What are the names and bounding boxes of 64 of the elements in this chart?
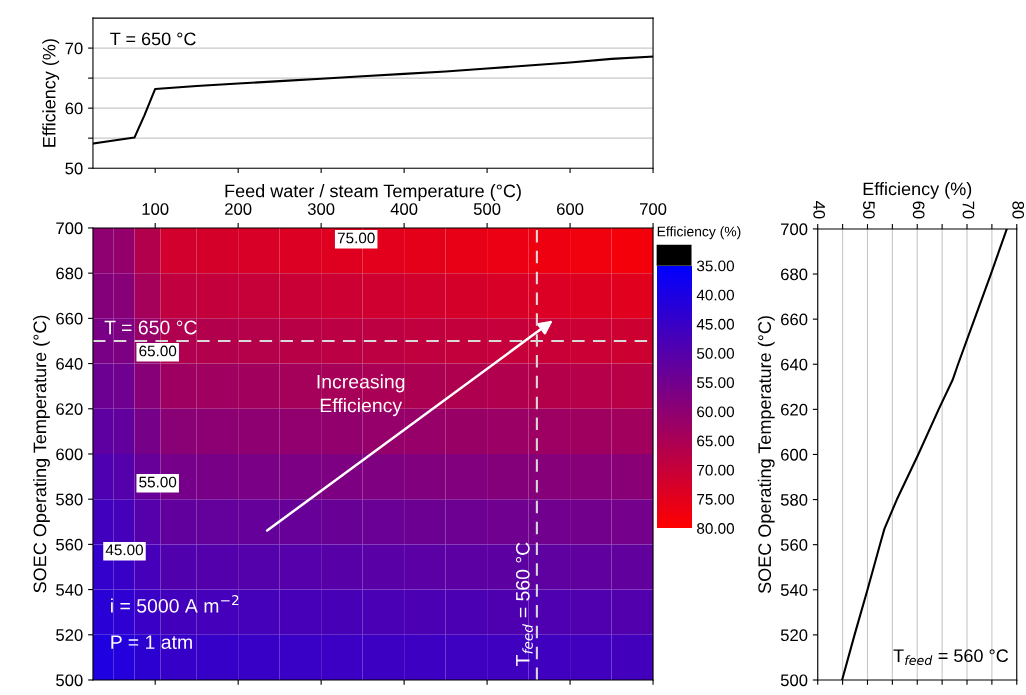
x-tick-label: 600 (557, 203, 584, 215)
color-bar-label: 60.00 (697, 406, 735, 418)
color-bar-label: 50.00 (697, 348, 735, 359)
x-tick-label: 300 (307, 203, 335, 215)
x-axis-title: Efficiency (%) (863, 182, 972, 199)
y-tick-label: 700 (56, 222, 83, 235)
x-tick-label: 40 (813, 201, 826, 219)
y-tick-label: 620 (781, 403, 808, 416)
color-bar-label: 75.00 (697, 493, 735, 505)
y-tick-label: 580 (56, 493, 83, 506)
y-tick-label: 600 (56, 448, 83, 461)
ref-line-label: T$_{feed}$ = 560 °C (515, 542, 533, 666)
y-tick-label: 500 (56, 674, 83, 687)
annotation: 75.00 (337, 232, 375, 244)
annotation: T = 650 °C (110, 32, 196, 46)
y-tick-label: 540 (780, 584, 808, 596)
y-tick-label: 600 (781, 448, 808, 461)
x-tick-label: 500 (473, 203, 501, 215)
y-tick-label: 560 (56, 538, 83, 551)
y-axis-title: Efficiency (%) (42, 39, 60, 147)
color-bar-label: 40.00 (696, 289, 735, 301)
y-tick-label: 500 (780, 674, 808, 687)
color-bar-title: Efficiency (%) (657, 226, 741, 240)
annotation: T$_{feed}$ = 560 °C (893, 649, 1009, 666)
x-tick-label: 200 (225, 203, 252, 215)
color-bar-label: 45.00 (696, 318, 735, 330)
y-tick-label: 660 (781, 313, 808, 326)
y-tick-label: 520 (56, 629, 83, 641)
x-tick-label: 700 (640, 203, 667, 215)
color-bar-label: 65.00 (697, 435, 735, 447)
ref-line-label: T = 650 °C (104, 320, 197, 335)
x-tick-label: 50 (863, 201, 875, 219)
y-tick-label: 660 (56, 312, 83, 325)
x-tick-label: 70 (962, 201, 975, 219)
x-tick-label: 400 (390, 203, 418, 215)
annotation: P = 1 atm (111, 635, 192, 650)
color-bar-label: 35.00 (696, 260, 735, 272)
x-axis-title: Feed water / steam Temperature (°C) (225, 184, 521, 201)
x-tick-label: 60 (912, 201, 925, 219)
y-tick-label: 680 (56, 267, 83, 280)
annotation: Increasing Efficiency (317, 374, 405, 417)
y-tick-label: 540 (56, 583, 83, 596)
y-tick-label: 70 (65, 42, 83, 55)
y-tick-label: 640 (56, 357, 83, 370)
y-tick-label: 560 (780, 539, 808, 551)
y-axis-title: SOEC Operating Temperature (°C) (757, 316, 775, 594)
y-tick-label: 620 (56, 403, 83, 415)
color-bar-label: 80.00 (697, 523, 735, 534)
y-tick-label: 520 (780, 629, 808, 642)
color-bar-label: 70.00 (697, 464, 735, 476)
y-tick-label: 60 (65, 102, 83, 115)
x-tick-label: 100 (142, 203, 169, 215)
y-axis-title: SOEC Operating Temperature (°C) (33, 315, 50, 593)
y-tick-label: 700 (781, 223, 808, 236)
y-tick-label: 50 (65, 162, 83, 175)
annotation: i = 5000 A m$^{−2}$ (111, 595, 239, 613)
color-bar-label: 55.00 (697, 377, 735, 389)
annotation: 65.00 (139, 345, 177, 357)
y-tick-label: 680 (781, 268, 808, 281)
y-tick-label: 640 (781, 358, 808, 371)
y-tick-label: 580 (780, 493, 808, 506)
annotation: 45.00 (105, 544, 144, 556)
x-tick-label: 80 (1012, 201, 1025, 219)
annotation: 55.00 (139, 476, 177, 488)
